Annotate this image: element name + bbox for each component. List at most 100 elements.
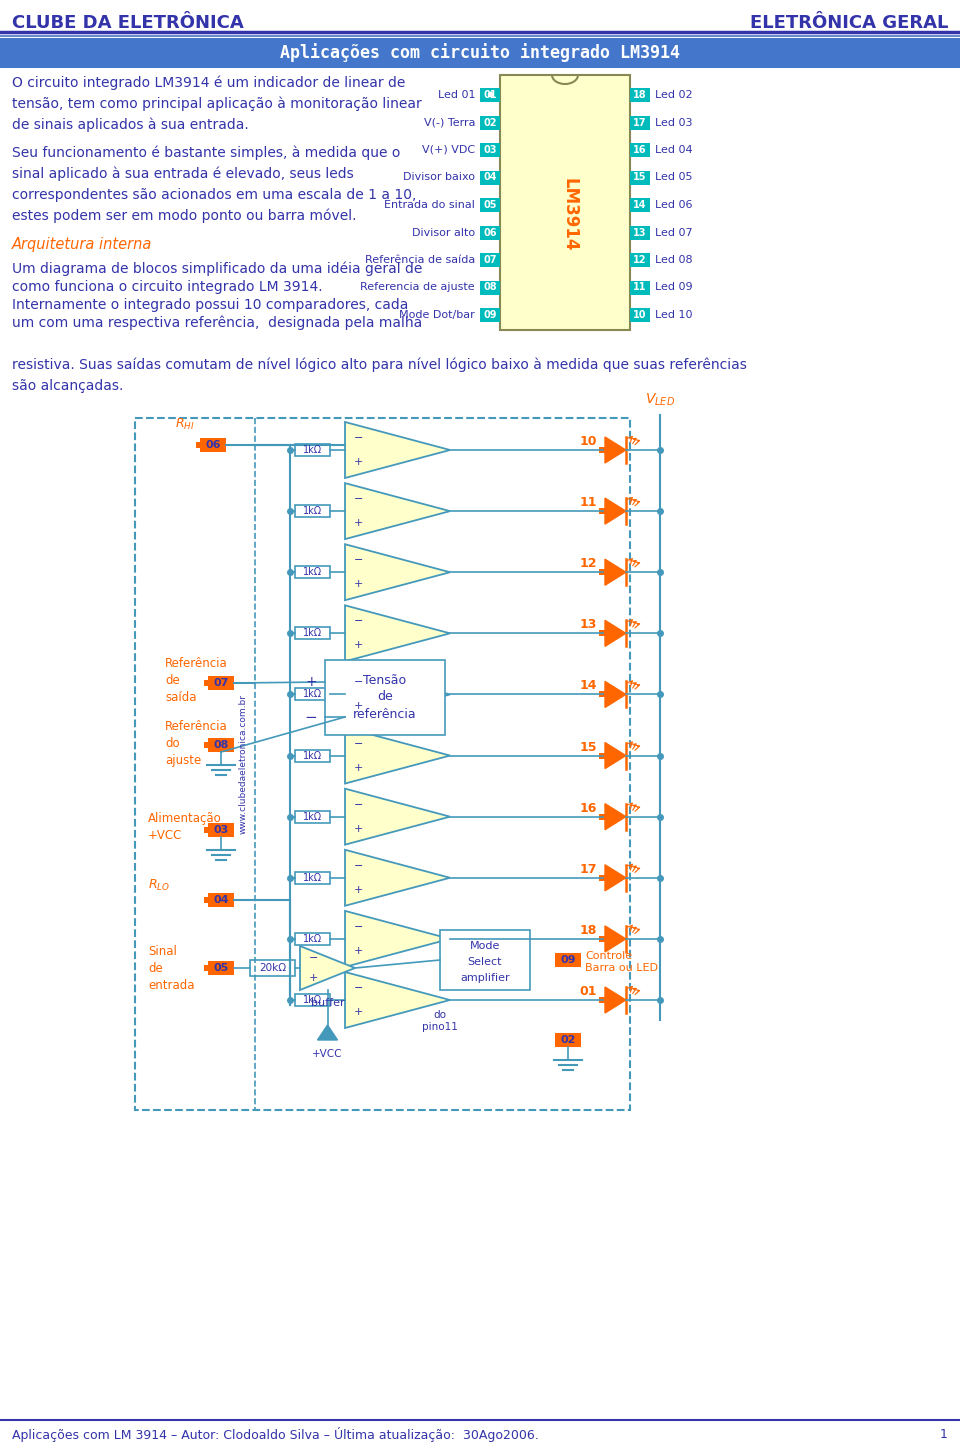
Text: Um diagrama de blocos simplificado da uma idéia geral de: Um diagrama de blocos simplificado da um…	[12, 263, 422, 277]
Text: $R_{HI}$: $R_{HI}$	[176, 416, 195, 432]
Text: 16: 16	[580, 801, 597, 814]
Bar	[599, 630, 605, 637]
Bar	[200, 438, 226, 453]
Bar	[204, 681, 211, 686]
Text: Aplicações com circuito integrado LM3914: Aplicações com circuito integrado LM3914	[280, 44, 680, 62]
Text: 11: 11	[634, 283, 647, 293]
Bar	[480, 89, 500, 102]
Text: 08: 08	[213, 740, 228, 750]
Text: Divisor baixo: Divisor baixo	[403, 173, 475, 183]
Text: Alimentação
+VCC: Alimentação +VCC	[148, 813, 222, 842]
Text: 07: 07	[483, 255, 496, 266]
Text: Mode Dot/bar: Mode Dot/bar	[399, 311, 475, 321]
Text: Divisor alto: Divisor alto	[412, 228, 475, 238]
Text: 1kΩ: 1kΩ	[303, 506, 322, 517]
Polygon shape	[345, 666, 450, 723]
Text: 04: 04	[213, 895, 228, 905]
Text: 10: 10	[580, 435, 597, 448]
Bar	[295, 994, 330, 1006]
Text: como funciona o circuito integrado LM 3914.: como funciona o circuito integrado LM 39…	[12, 280, 323, 295]
Text: 16: 16	[634, 145, 647, 155]
Text: 12: 12	[634, 255, 647, 266]
Polygon shape	[605, 498, 626, 524]
Bar	[599, 753, 605, 759]
Text: +: +	[354, 518, 364, 528]
Text: 1kΩ: 1kΩ	[303, 750, 322, 760]
Polygon shape	[345, 544, 450, 601]
Bar	[630, 252, 650, 267]
Bar	[204, 965, 211, 971]
Bar	[630, 308, 650, 322]
Bar	[196, 443, 203, 448]
Text: 05: 05	[483, 200, 496, 210]
Bar	[204, 897, 211, 903]
Text: 17: 17	[580, 863, 597, 876]
Text: 04: 04	[483, 173, 496, 183]
Polygon shape	[605, 682, 626, 708]
Text: 1: 1	[940, 1428, 948, 1441]
Text: Led 08: Led 08	[655, 255, 692, 266]
Bar	[208, 892, 234, 907]
Text: Aplicações com LM 3914 – Autor: Clodoaldo Silva – Última atualização:  30Ago2006: Aplicações com LM 3914 – Autor: Clodoald…	[12, 1428, 539, 1442]
Text: 20kΩ: 20kΩ	[259, 963, 286, 974]
Bar	[555, 1033, 581, 1048]
Polygon shape	[605, 804, 626, 830]
Text: CLUBE DA ELETRÔNICA: CLUBE DA ELETRÔNICA	[12, 15, 244, 32]
Bar	[480, 144, 500, 157]
Bar	[500, 75, 630, 329]
Text: Referência de saída: Referência de saída	[365, 255, 475, 266]
Text: 1kΩ: 1kΩ	[303, 567, 322, 577]
Text: +: +	[354, 946, 364, 956]
Text: +: +	[354, 579, 364, 589]
Bar	[208, 823, 234, 837]
Text: +: +	[354, 457, 364, 467]
Polygon shape	[345, 727, 450, 784]
Text: Mode: Mode	[469, 942, 500, 950]
Text: Tensão: Tensão	[364, 673, 407, 686]
Bar	[295, 444, 330, 456]
Text: 1kΩ: 1kΩ	[303, 934, 322, 945]
Text: −: −	[354, 617, 364, 627]
Text: 18: 18	[580, 924, 597, 937]
Text: +: +	[354, 885, 364, 895]
Text: +: +	[305, 675, 317, 689]
Text: referência: referência	[353, 708, 417, 721]
Text: −: −	[354, 982, 364, 992]
Text: Led 06: Led 06	[655, 200, 692, 210]
Bar	[295, 750, 330, 762]
Text: O circuito integrado LM3914 é um indicador de linear de
tensão, tem como princip: O circuito integrado LM3914 é um indicad…	[12, 75, 421, 132]
Bar	[599, 508, 605, 514]
Polygon shape	[345, 483, 450, 540]
Bar	[599, 569, 605, 575]
Text: −: −	[309, 953, 319, 963]
Text: 06: 06	[205, 440, 221, 450]
Text: −: −	[354, 495, 364, 503]
Text: −: −	[304, 710, 317, 724]
Bar	[480, 197, 500, 212]
Text: 07: 07	[213, 678, 228, 688]
Text: 01: 01	[483, 90, 496, 100]
Text: Referencia de ajuste: Referencia de ajuste	[360, 283, 475, 293]
Bar	[295, 811, 330, 823]
Text: V(-) Terra: V(-) Terra	[423, 118, 475, 128]
Text: 18: 18	[634, 90, 647, 100]
Text: −: −	[354, 800, 364, 810]
Polygon shape	[605, 621, 626, 646]
Polygon shape	[318, 1024, 338, 1040]
Text: 08: 08	[483, 283, 497, 293]
Bar	[208, 961, 234, 975]
Text: −: −	[354, 860, 364, 871]
Text: Sinal
de
entrada: Sinal de entrada	[148, 945, 195, 992]
Text: +: +	[354, 701, 364, 711]
Bar	[135, 418, 630, 1110]
Text: −: −	[354, 739, 364, 749]
Bar	[204, 827, 211, 833]
Text: 12: 12	[580, 557, 597, 570]
Bar	[295, 566, 330, 577]
Text: +VCC: +VCC	[312, 1049, 343, 1059]
Text: +: +	[354, 1007, 364, 1017]
Text: Led 10: Led 10	[655, 311, 692, 321]
Text: amplifier: amplifier	[460, 974, 510, 982]
Text: 1kΩ: 1kΩ	[303, 689, 322, 699]
Text: 1kΩ: 1kΩ	[303, 628, 322, 638]
